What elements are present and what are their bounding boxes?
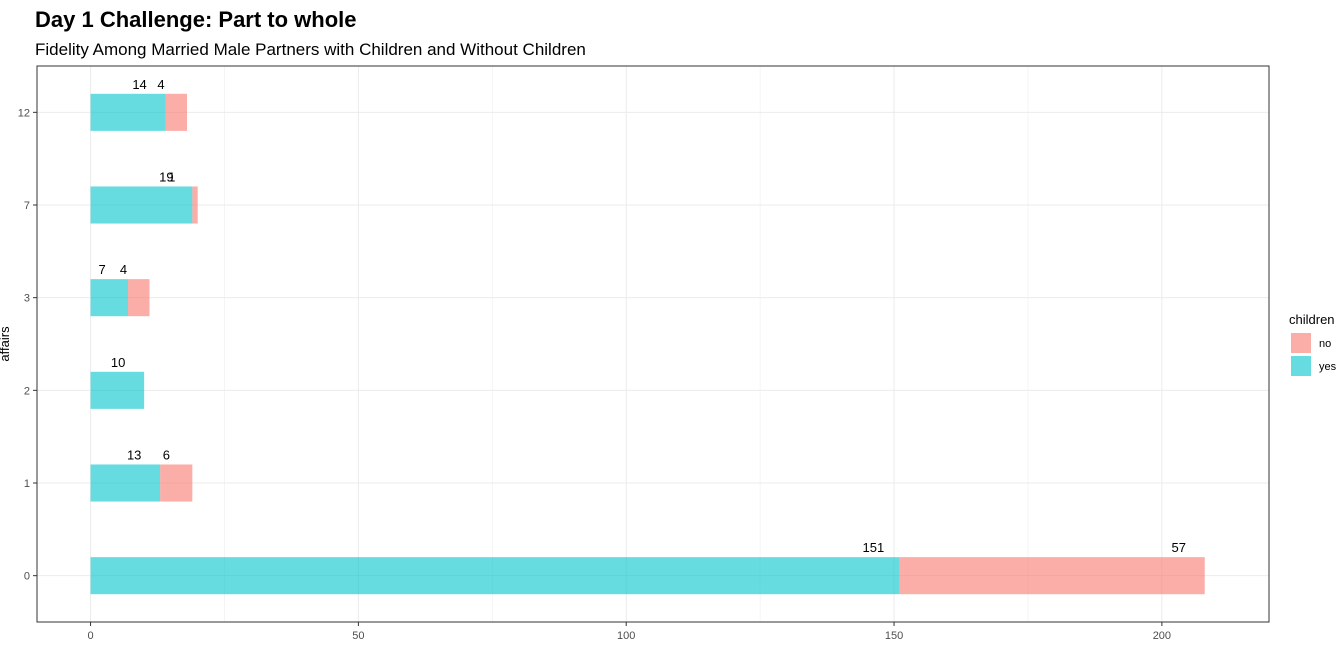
bar-yes-7 xyxy=(90,186,193,224)
data-label-no-3: 4 xyxy=(120,262,127,277)
data-label-yes-7: 19 xyxy=(159,169,173,184)
x-tick-label: 150 xyxy=(885,630,903,642)
bar-no-3 xyxy=(128,279,150,317)
x-tick-label: 100 xyxy=(617,630,635,642)
legend: children no yes xyxy=(1289,312,1337,376)
plot-panel-border xyxy=(36,65,1270,623)
data-label-yes-2: 10 xyxy=(111,355,125,370)
bar-no-1 xyxy=(160,464,193,502)
bar-layer xyxy=(90,93,1205,595)
chart-subtitle: Fidelity Among Married Male Partners wit… xyxy=(35,40,586,59)
bar-yes-1 xyxy=(90,464,161,502)
bar-yes-12 xyxy=(90,93,166,131)
data-label-no-1: 6 xyxy=(163,447,170,462)
x-tick-label: 200 xyxy=(1153,630,1171,642)
bar-no-0 xyxy=(899,557,1205,595)
y-tick-label: 3 xyxy=(24,293,30,305)
data-label-yes-12: 14 xyxy=(132,77,146,92)
chart-title: Day 1 Challenge: Part to whole xyxy=(35,7,357,32)
x-tick-label: 0 xyxy=(88,630,94,642)
bar-yes-0 xyxy=(90,557,900,595)
legend-title: children xyxy=(1289,312,1335,327)
y-tick-label: 7 xyxy=(24,200,30,212)
y-tick-label: 12 xyxy=(18,107,30,119)
x-tick-label: 50 xyxy=(352,630,364,642)
bar-no-7 xyxy=(192,186,198,224)
plot-panel xyxy=(37,66,1269,622)
legend-key-no xyxy=(1291,333,1311,353)
data-label-yes-0: 151 xyxy=(863,540,885,555)
y-tick-label: 1 xyxy=(24,478,30,490)
data-label-no-12: 4 xyxy=(157,77,164,92)
y-tick-label: 0 xyxy=(24,571,30,583)
x-axis: 0 50 100 150 200 xyxy=(88,622,1171,642)
data-label-no-7: 1 xyxy=(168,169,175,184)
data-label-no-0: 57 xyxy=(1171,540,1185,555)
bar-yes-3 xyxy=(90,279,129,317)
y-axis-title: affairs xyxy=(0,326,12,362)
bar-yes-2 xyxy=(90,371,145,409)
data-label-yes-3: 7 xyxy=(98,262,105,277)
bar-no-12 xyxy=(165,93,187,131)
data-label-yes-1: 13 xyxy=(127,447,141,462)
legend-key-yes xyxy=(1291,356,1311,376)
legend-label-no: no xyxy=(1319,338,1331,350)
y-tick-label: 2 xyxy=(24,385,30,397)
legend-label-yes: yes xyxy=(1319,361,1337,373)
